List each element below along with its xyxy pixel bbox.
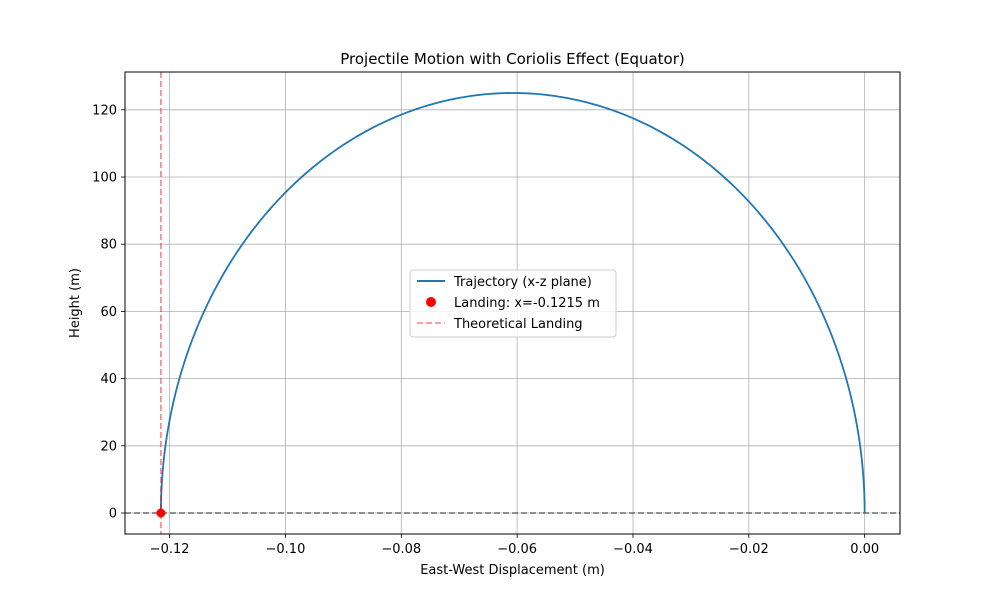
- y-axis-label: Height (m): [68, 268, 83, 338]
- series: [156, 72, 866, 534]
- x-tick-label: −0.06: [497, 542, 537, 557]
- x-tick-label: −0.04: [613, 542, 653, 557]
- x-tick-label: 0.00: [850, 542, 879, 557]
- y-tick-label: 40: [100, 372, 117, 387]
- x-tick-label: −0.12: [150, 542, 190, 557]
- legend-trajectory-label: Trajectory (x-z plane): [453, 275, 592, 290]
- legend-theoretical-label: Theoretical Landing: [453, 317, 583, 332]
- chart-title: Projectile Motion with Coriolis Effect (…: [340, 50, 685, 68]
- y-tick-label: 60: [100, 305, 117, 320]
- x-axis-label: East-West Displacement (m): [420, 563, 605, 578]
- y-tick-label: 80: [100, 238, 117, 253]
- x-tick-label: −0.10: [266, 542, 306, 557]
- plot-frame: [124, 71, 901, 535]
- y-tick-label: 20: [100, 439, 117, 454]
- y-tick-label: 100: [92, 171, 117, 186]
- legend-landing-swatch: [426, 297, 436, 307]
- ticks: −0.12 −0.10 −0.08 −0.06 −0.04 −0.02 0.00 0 20 40 6…: [92, 103, 879, 557]
- legend-landing-label: Landing: x=-0.1215 m: [454, 296, 600, 311]
- legend: Trajectory (x-z plane) Landing: x=-0.121…: [409, 269, 617, 338]
- landing-point: [156, 508, 166, 518]
- x-tick-label: −0.08: [381, 542, 421, 557]
- y-tick-label: 0: [109, 507, 117, 522]
- y-tick-label: 120: [92, 103, 117, 118]
- trajectory-line: [160, 92, 866, 514]
- legend-box: [409, 269, 617, 338]
- x-tick-label: −0.02: [729, 542, 769, 557]
